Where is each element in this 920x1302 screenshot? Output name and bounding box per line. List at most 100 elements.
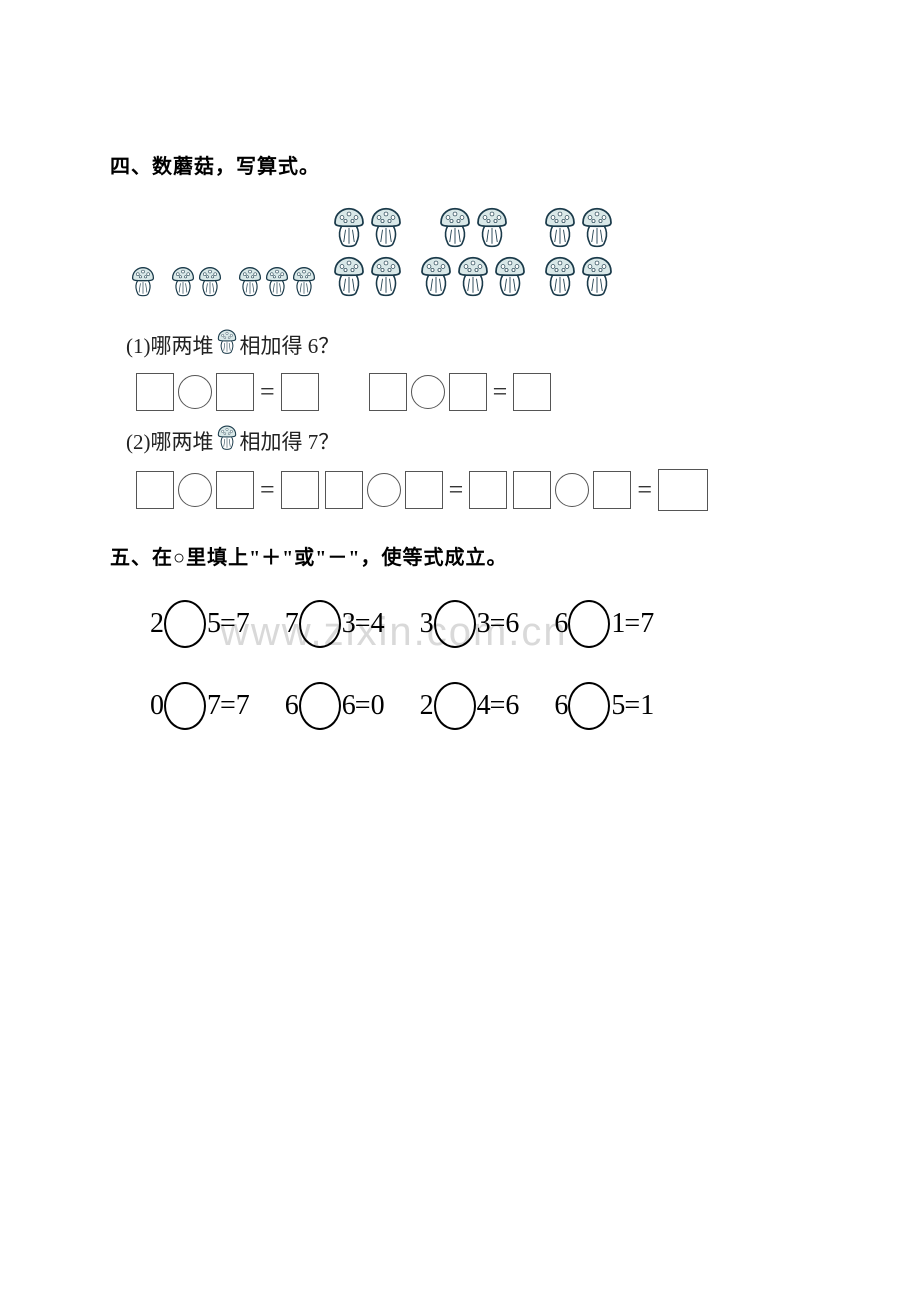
blank-box[interactable] (216, 471, 254, 509)
blank-op-circle[interactable] (299, 682, 341, 730)
mushroom-icon (216, 425, 238, 457)
operand-a: 6 (554, 608, 567, 640)
equals-sign: = (220, 608, 236, 640)
blank-box[interactable] (513, 373, 551, 411)
result: 6 (505, 690, 518, 722)
question-1: (1)哪两堆 相加得 6？ (126, 329, 820, 361)
mushroom-icon (331, 256, 367, 303)
mushroom-icon (437, 207, 473, 254)
q1-suffix: 相加得 6？ (240, 330, 340, 360)
fill-op-equation: 7 3=4 (285, 600, 384, 648)
mushroom-icon (368, 207, 404, 254)
fill-op-equation: 25=7 (150, 600, 249, 648)
section4-heading: 四、数蘑菇，写算式。 (110, 150, 820, 179)
operand-a: 3 (420, 608, 433, 640)
fill-op-row: 25=773=433=661=7 (150, 600, 820, 648)
operand-b: 3 (342, 608, 355, 640)
blank-box[interactable] (469, 471, 507, 509)
operand-b: 4 (477, 690, 490, 722)
operand-a: 2 (150, 608, 163, 640)
mushroom-pile (237, 266, 317, 303)
operand-a: 0 (150, 690, 163, 722)
equals-sign: = (635, 475, 654, 505)
equals-sign: = (355, 690, 371, 722)
mushroom-icon (216, 329, 238, 361)
blank-box[interactable] (405, 471, 443, 509)
mushroom-icon (237, 266, 263, 303)
operand-b: 3 (477, 608, 490, 640)
mushroom-pile (170, 266, 223, 303)
blank-box[interactable] (281, 471, 319, 509)
fill-op-equation: 33=6 (420, 600, 519, 648)
blank-op-circle[interactable] (568, 682, 610, 730)
equation-blank: = (136, 373, 319, 411)
operand-b: 6 (342, 690, 355, 722)
fill-op-equation: 66=0 (285, 682, 384, 730)
mushroom-icon (542, 207, 578, 254)
result: 4 (371, 608, 384, 640)
blank-box[interactable] (449, 373, 487, 411)
blank-op-circle[interactable] (434, 682, 476, 730)
blank-op-circle[interactable] (164, 682, 206, 730)
mushroom-icon (579, 256, 615, 303)
mushroom-piles-row (130, 207, 820, 303)
equals-sign: = (258, 377, 277, 407)
fill-op-equation: 6 5=1 (554, 682, 653, 730)
operand-a: 6 (285, 690, 298, 722)
blank-op-circle[interactable] (178, 473, 212, 507)
equation-blank: = (369, 373, 552, 411)
blank-box[interactable] (281, 373, 319, 411)
fill-op-equation: 07=7 (150, 682, 249, 730)
question-2: (2)哪两堆 相加得 7？ (126, 425, 820, 457)
blank-box[interactable] (593, 471, 631, 509)
operand-b: 7 (207, 690, 220, 722)
blank-op-circle[interactable] (299, 600, 341, 648)
mushroom-pile (542, 207, 615, 303)
blank-op-circle[interactable] (411, 375, 445, 409)
blank-box[interactable] (136, 471, 174, 509)
mushroom-icon (474, 207, 510, 254)
blank-box[interactable] (216, 373, 254, 411)
mushroom-icon (368, 256, 404, 303)
mushroom-icon (331, 207, 367, 254)
blank-op-circle[interactable] (178, 375, 212, 409)
equation-blank: = (136, 469, 319, 511)
blank-box[interactable] (136, 373, 174, 411)
result: 7 (236, 608, 249, 640)
mushroom-icon (492, 256, 528, 303)
blank-box[interactable] (325, 471, 363, 509)
q2-suffix: 相加得 7？ (240, 426, 340, 456)
mushroom-icon (291, 266, 317, 303)
equals-sign: = (258, 475, 277, 505)
operand-a: 7 (285, 608, 298, 640)
operand-b: 5 (611, 690, 624, 722)
mushroom-icon (264, 266, 290, 303)
equals-sign: = (624, 690, 640, 722)
result: 7 (236, 690, 249, 722)
mushroom-icon (455, 256, 491, 303)
operand-a: 2 (420, 690, 433, 722)
equals-sign: = (624, 608, 640, 640)
equals-sign: = (491, 377, 510, 407)
equation-blank: = (325, 469, 508, 511)
mushroom-icon (542, 256, 578, 303)
blank-op-circle[interactable] (367, 473, 401, 507)
fill-op-equation: 61=7 (554, 600, 653, 648)
blank-box[interactable] (369, 373, 407, 411)
result: 1 (640, 690, 653, 722)
equals-sign: = (447, 475, 466, 505)
mushroom-pile (130, 266, 156, 303)
q2-equations: = = = (136, 469, 820, 511)
mushroom-icon (579, 207, 615, 254)
blank-op-circle[interactable] (555, 473, 589, 507)
operand-b: 1 (611, 608, 624, 640)
blank-box[interactable] (513, 471, 551, 509)
blank-op-circle[interactable] (164, 600, 206, 648)
blank-box[interactable] (658, 469, 708, 511)
blank-op-circle[interactable] (568, 600, 610, 648)
fill-op-grid: 25=773=433=661=707=766=024=665=1 (110, 600, 820, 730)
q1-equations: = = (136, 373, 820, 411)
equals-sign: = (355, 608, 371, 640)
blank-op-circle[interactable] (434, 600, 476, 648)
operand-a: 6 (554, 690, 567, 722)
